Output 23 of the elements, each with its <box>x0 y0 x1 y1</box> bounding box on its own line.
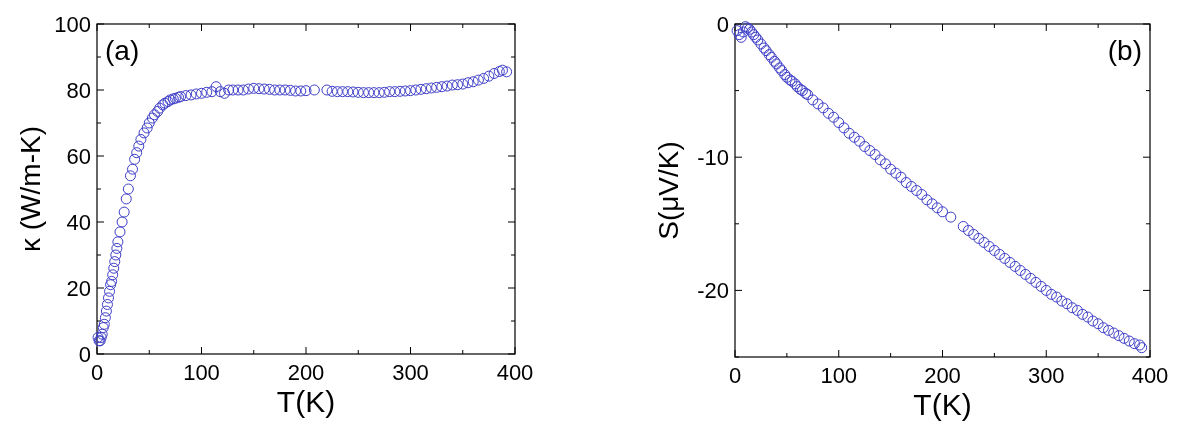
x-tick-label: 100 <box>183 360 220 385</box>
y-tick-label: 40 <box>66 210 91 235</box>
y-tick-label: 0 <box>716 12 729 37</box>
x-tick-label: 300 <box>392 360 429 385</box>
x-tick-label: 200 <box>287 360 325 385</box>
x-tick-label: 300 <box>1027 363 1065 388</box>
y-tick-label: 60 <box>66 144 91 169</box>
annotation: (a) <box>105 35 140 66</box>
y-tick-label: 20 <box>66 276 91 301</box>
annotation: (b) <box>1107 35 1142 66</box>
x-axis-title: T(K) <box>276 385 336 418</box>
x-tick-label: 400 <box>496 360 534 385</box>
y-tick-label: 80 <box>66 78 91 103</box>
y-tick-label: -20 <box>697 278 729 304</box>
y-tick-label: 100 <box>54 12 91 37</box>
x-tick-label: 100 <box>820 363 858 388</box>
x-axis-title: T(K) <box>913 388 972 421</box>
y-tick-label: 0 <box>78 342 91 367</box>
x-tick-label: 400 <box>1131 363 1169 388</box>
y-axis-title: κ (W/m-K) <box>15 126 46 252</box>
x-tick-label: 200 <box>924 363 961 388</box>
y-axis-title: S(μV/K) <box>653 141 684 240</box>
y-tick-label: -10 <box>697 145 729 171</box>
